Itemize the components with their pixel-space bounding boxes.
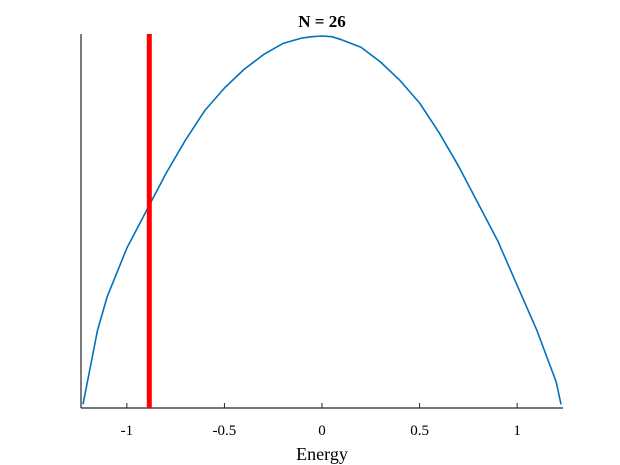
chart-title: N = 26 [298, 12, 345, 31]
x-tick-label: 0 [318, 423, 326, 439]
x-ticks: -1 -0.5 0 0.5 1 [121, 403, 521, 439]
series-line [82, 35, 562, 405]
series-group [82, 35, 562, 405]
x-tick-label: -0.5 [213, 423, 237, 439]
x-tick-label: -1 [121, 423, 134, 439]
x-axis-label: Energy [296, 444, 348, 464]
x-tick-label: 0.5 [410, 423, 429, 439]
x-tick-label: 1 [513, 423, 521, 439]
